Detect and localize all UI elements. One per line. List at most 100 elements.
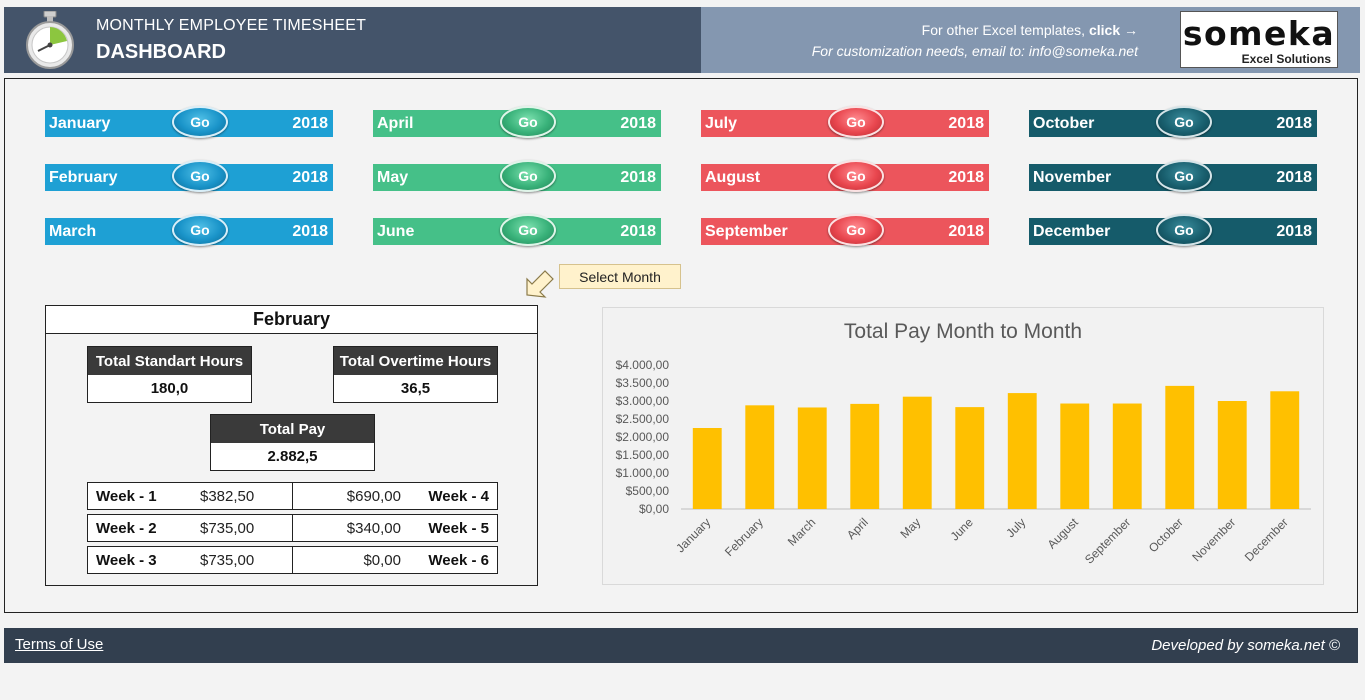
bar-june bbox=[955, 407, 985, 509]
table-row: Week - 1 $382,50 $690,00 Week - 4 bbox=[87, 482, 498, 510]
y-tick-label: $1.000,00 bbox=[616, 466, 670, 480]
month-year: 2018 bbox=[948, 168, 984, 186]
go-button-june[interactable]: Go bbox=[500, 214, 556, 246]
month-year: 2018 bbox=[948, 114, 984, 132]
week-label: Week - 4 bbox=[428, 487, 489, 505]
bar-november bbox=[1217, 401, 1247, 509]
y-tick-label: $2.500,00 bbox=[616, 412, 670, 426]
bar-april bbox=[850, 403, 880, 509]
month-name: March bbox=[49, 222, 97, 240]
developer-credit: Developed by someka.net © bbox=[1151, 637, 1340, 654]
month-name: August bbox=[705, 168, 761, 186]
month-bar-july: July Go 2018 bbox=[701, 106, 989, 138]
bar-january bbox=[692, 428, 722, 509]
week-cell: Week - 3 $735,00 bbox=[88, 547, 293, 573]
month-name: October bbox=[1033, 114, 1095, 132]
table-row: Week - 2 $735,00 $340,00 Week - 5 bbox=[87, 514, 498, 542]
x-tick-label: April bbox=[844, 515, 871, 542]
go-button-october[interactable]: Go bbox=[1156, 106, 1212, 138]
x-tick-label: May bbox=[897, 515, 923, 541]
bar-december bbox=[1270, 391, 1300, 509]
x-tick-label: December bbox=[1242, 515, 1291, 564]
month-bar-october: October Go 2018 bbox=[1029, 106, 1317, 138]
go-button-september[interactable]: Go bbox=[828, 214, 884, 246]
app-subtitle: MONTHLY EMPLOYEE TIMESHEET bbox=[96, 17, 367, 34]
month-year: 2018 bbox=[292, 114, 328, 132]
month-year: 2018 bbox=[292, 168, 328, 186]
dashboard-panel: January Go 2018 February Go 2018 March G… bbox=[4, 78, 1358, 613]
month-year: 2018 bbox=[1276, 114, 1312, 132]
week-cell: $340,00 Week - 5 bbox=[293, 515, 497, 541]
header-promo-area: For other Excel templates, click → For c… bbox=[701, 7, 1360, 73]
week-cell: $690,00 Week - 4 bbox=[293, 483, 497, 509]
month-bar-december: December Go 2018 bbox=[1029, 214, 1317, 246]
month-bar-august: August Go 2018 bbox=[701, 160, 989, 192]
week-label: Week - 1 bbox=[96, 487, 157, 505]
week-cell: $0,00 Week - 6 bbox=[293, 547, 497, 573]
go-button-may[interactable]: Go bbox=[500, 160, 556, 192]
kpi-label: Total Overtime Hours bbox=[334, 347, 497, 375]
month-bar-november: November Go 2018 bbox=[1029, 160, 1317, 192]
week-label: Week - 6 bbox=[428, 551, 489, 569]
kpi-label: Total Pay bbox=[211, 415, 374, 443]
go-button-april[interactable]: Go bbox=[500, 106, 556, 138]
month-year: 2018 bbox=[620, 222, 656, 240]
week-label: Week - 2 bbox=[96, 519, 157, 537]
month-name: July bbox=[705, 114, 738, 132]
someka-logo[interactable]: someka Excel Solutions bbox=[1180, 11, 1338, 68]
month-bar-january: January Go 2018 bbox=[45, 106, 333, 138]
go-button-august[interactable]: Go bbox=[828, 160, 884, 192]
month-name: January bbox=[49, 114, 111, 132]
chart-title: Total Pay Month to Month bbox=[843, 320, 1083, 343]
arrow-pointer-icon bbox=[526, 270, 554, 298]
weekly-pay-table: Week - 1 $382,50 $690,00 Week - 4 Week -… bbox=[87, 482, 498, 578]
month-summary-card: February Total Standart Hours 180,0 Tota… bbox=[45, 305, 538, 586]
month-year: 2018 bbox=[292, 222, 328, 240]
header-title-area: MONTHLY EMPLOYEE TIMESHEET DASHBOARD bbox=[4, 7, 701, 73]
select-month-hint: Select Month bbox=[559, 264, 681, 289]
go-button-march[interactable]: Go bbox=[172, 214, 228, 246]
brand-name: someka bbox=[1182, 14, 1336, 53]
x-tick-label: July bbox=[1003, 515, 1028, 540]
x-tick-label: February bbox=[722, 515, 766, 559]
go-button-february[interactable]: Go bbox=[172, 160, 228, 192]
month-bar-february: February Go 2018 bbox=[45, 160, 333, 192]
kpi-value: 2.882,5 bbox=[267, 448, 318, 465]
go-button-january[interactable]: Go bbox=[172, 106, 228, 138]
month-year: 2018 bbox=[948, 222, 984, 240]
bar-may bbox=[902, 396, 932, 509]
month-name: November bbox=[1033, 168, 1112, 186]
page-title: DASHBOARD bbox=[96, 41, 226, 63]
go-button-november[interactable]: Go bbox=[1156, 160, 1212, 192]
week-cell: Week - 2 $735,00 bbox=[88, 515, 293, 541]
month-name: September bbox=[705, 222, 788, 240]
kpi-overtime-hours: Total Overtime Hours 36,5 bbox=[333, 346, 498, 403]
x-tick-label: November bbox=[1189, 515, 1238, 564]
y-tick-label: $1.500,00 bbox=[616, 448, 670, 462]
terms-of-use-link[interactable]: Terms of Use bbox=[15, 636, 104, 653]
month-bar-september: September Go 2018 bbox=[701, 214, 989, 246]
week-pay: $690,00 bbox=[346, 487, 401, 505]
y-tick-label: $3.000,00 bbox=[616, 394, 670, 408]
week-label: Week - 5 bbox=[428, 519, 489, 537]
week-pay: $735,00 bbox=[200, 551, 255, 569]
kpi-value: 36,5 bbox=[400, 380, 431, 397]
x-tick-label: January bbox=[673, 515, 713, 555]
app-header: MONTHLY EMPLOYEE TIMESHEET DASHBOARD For… bbox=[4, 7, 1360, 73]
x-tick-label: March bbox=[785, 515, 818, 548]
month-year: 2018 bbox=[620, 168, 656, 186]
x-tick-label: June bbox=[948, 515, 977, 544]
month-name: June bbox=[377, 222, 415, 240]
templates-link[interactable]: click → bbox=[1088, 22, 1138, 38]
week-pay: $0,00 bbox=[363, 551, 401, 569]
bar-october bbox=[1165, 385, 1195, 509]
go-button-july[interactable]: Go bbox=[828, 106, 884, 138]
total-pay-chart: Total Pay Month to Month $0,00 $500,00 $1.… bbox=[602, 307, 1324, 585]
table-row: Week - 3 $735,00 $0,00 Week - 6 bbox=[87, 546, 498, 574]
promo-label: For other Excel templates, bbox=[921, 22, 1089, 38]
go-button-december[interactable]: Go bbox=[1156, 214, 1212, 246]
week-pay: $340,00 bbox=[346, 519, 401, 537]
month-name: May bbox=[377, 168, 409, 186]
bar-march bbox=[797, 407, 827, 509]
y-tick-label: $2.000,00 bbox=[616, 430, 670, 444]
